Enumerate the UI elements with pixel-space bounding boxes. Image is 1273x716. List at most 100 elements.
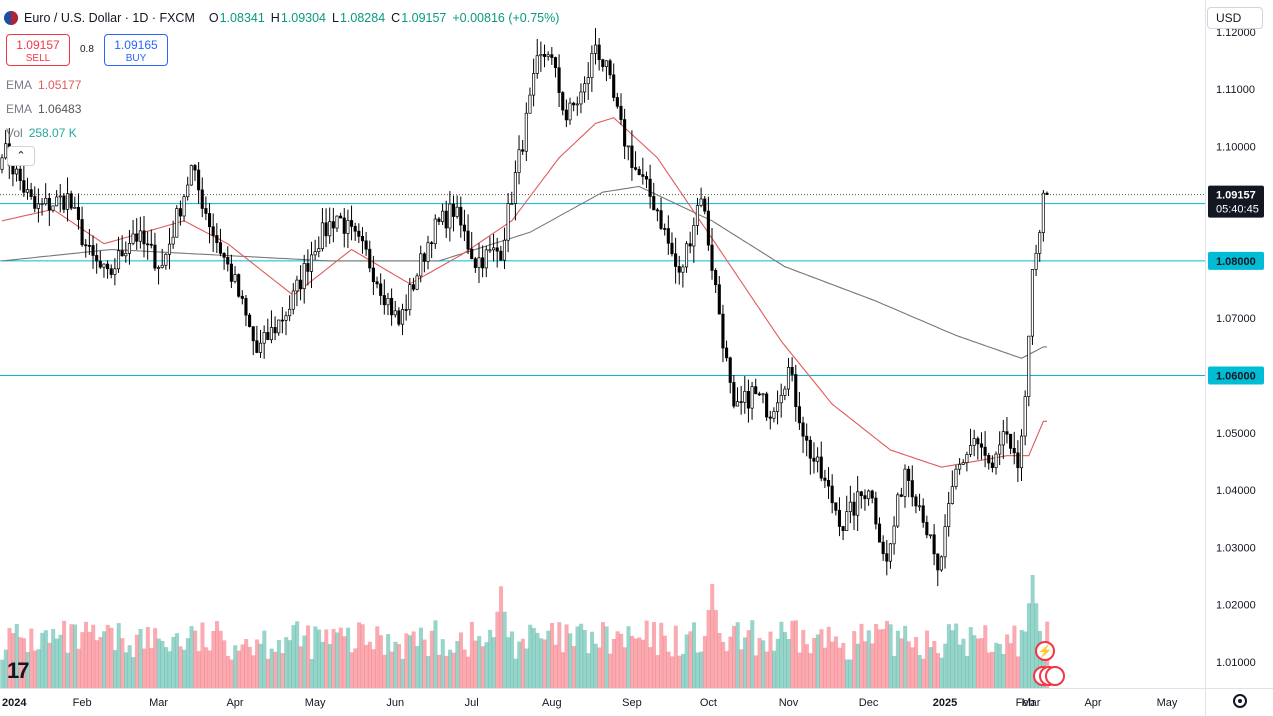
candle-body bbox=[62, 195, 66, 210]
volume-bar bbox=[185, 638, 190, 688]
candle-body bbox=[346, 220, 350, 234]
candle-body bbox=[215, 235, 219, 243]
candle-body bbox=[386, 298, 390, 306]
lightning-icon[interactable]: ⚡ bbox=[1035, 641, 1055, 661]
buy-label: BUY bbox=[125, 53, 147, 64]
candle-body bbox=[342, 217, 346, 234]
volume-bar bbox=[892, 655, 897, 688]
candle-body bbox=[269, 327, 273, 341]
volume-bar bbox=[338, 627, 343, 688]
volume-bar bbox=[488, 629, 493, 688]
chevron-up-icon[interactable]: ⌃ bbox=[7, 146, 35, 166]
symbol-header[interactable]: Euro / U.S. Dollar · 1D · FXCM O 1.08341 … bbox=[4, 9, 559, 27]
candle-body bbox=[248, 314, 252, 327]
volume-bar bbox=[793, 620, 798, 688]
volume-bar bbox=[917, 655, 922, 688]
volume-bar bbox=[458, 632, 464, 688]
candle-body bbox=[451, 203, 456, 217]
candle-body bbox=[816, 456, 820, 462]
volume-bar bbox=[393, 641, 398, 688]
volume-bar bbox=[51, 629, 56, 688]
candle-body bbox=[291, 290, 295, 310]
candle-body bbox=[830, 485, 834, 504]
volume-bar bbox=[397, 644, 402, 688]
indicator-volume[interactable]: Vol 258.07 K bbox=[6, 126, 77, 140]
volume-bar bbox=[990, 651, 995, 688]
candle-body bbox=[109, 268, 113, 275]
volume-bar bbox=[670, 656, 675, 688]
candle-body bbox=[524, 112, 528, 152]
candle-body bbox=[561, 92, 565, 111]
candle-body bbox=[288, 308, 292, 317]
candle-body bbox=[4, 143, 8, 159]
candle-body bbox=[786, 367, 791, 390]
candle-body bbox=[379, 283, 383, 296]
indicator-name: EMA bbox=[6, 78, 33, 92]
volume-bar bbox=[47, 642, 52, 688]
candle-body bbox=[583, 83, 587, 93]
candle-body bbox=[51, 205, 55, 211]
price-tick-label: 1.11000 bbox=[1216, 84, 1255, 96]
currency-selector[interactable]: USD bbox=[1207, 7, 1263, 29]
candle-body bbox=[360, 236, 365, 242]
ohlc-close-value: 1.09157 bbox=[401, 11, 447, 25]
volume-bar bbox=[1001, 653, 1006, 688]
volume-bar bbox=[83, 621, 88, 688]
candle-body bbox=[550, 54, 554, 58]
candle-body bbox=[69, 193, 73, 209]
candle-body bbox=[76, 206, 81, 220]
candle-body bbox=[674, 253, 678, 267]
indicator-ema-fast[interactable]: EMA 1.05177 bbox=[6, 78, 81, 92]
volume-bar bbox=[746, 630, 751, 688]
volume-bar bbox=[302, 635, 307, 688]
volume-bar bbox=[477, 636, 482, 688]
volume-bar bbox=[677, 655, 682, 688]
candle-body bbox=[921, 505, 925, 523]
volume-bar bbox=[375, 626, 380, 688]
indicator-ema-slow[interactable]: EMA 1.06483 bbox=[6, 102, 81, 116]
us-flag-icon[interactable] bbox=[1033, 666, 1067, 686]
candle-body bbox=[885, 553, 889, 562]
sell-button[interactable]: 1.09157 SELL bbox=[6, 34, 70, 66]
settings-gear-icon[interactable] bbox=[1233, 694, 1247, 708]
volume-bar bbox=[123, 652, 129, 688]
buy-button[interactable]: 1.09165 BUY bbox=[104, 34, 168, 66]
candle-body bbox=[907, 468, 911, 481]
volume-bar bbox=[233, 645, 238, 688]
candle-body bbox=[211, 226, 215, 236]
volume-bar bbox=[593, 643, 598, 688]
volume-bar bbox=[841, 642, 846, 688]
volume-bar bbox=[968, 627, 973, 688]
volume-bar bbox=[630, 635, 635, 688]
volume-bar bbox=[586, 653, 591, 688]
candle-body bbox=[801, 422, 805, 437]
candle-body bbox=[415, 275, 419, 290]
candle-body bbox=[426, 242, 430, 262]
volume-bar bbox=[535, 632, 540, 688]
symbol-title[interactable]: Euro / U.S. Dollar · 1D · FXCM bbox=[24, 11, 195, 25]
volume-bar bbox=[426, 656, 431, 688]
volume-bar bbox=[797, 652, 802, 688]
candle-body bbox=[659, 210, 663, 229]
candle-body bbox=[597, 44, 601, 61]
volume-bar bbox=[218, 630, 223, 688]
volume-bar bbox=[164, 647, 169, 688]
volume-bar bbox=[262, 630, 267, 688]
volume-bar bbox=[833, 636, 839, 688]
volume-bar bbox=[32, 650, 37, 688]
tradingview-logo-icon[interactable]: 17 bbox=[7, 658, 30, 683]
candle-body bbox=[309, 254, 314, 272]
volume-bar bbox=[874, 624, 879, 688]
volume-bar bbox=[76, 648, 81, 688]
volume-bar bbox=[98, 637, 103, 688]
current-price-badge bbox=[1208, 185, 1264, 218]
volume-bar bbox=[855, 643, 860, 688]
time-tick-label: Feb bbox=[1016, 697, 1035, 709]
candle-body bbox=[663, 228, 667, 230]
sell-label: SELL bbox=[25, 53, 51, 64]
volume-bar bbox=[389, 651, 394, 688]
volume-bar bbox=[466, 656, 471, 688]
volume-bar bbox=[688, 631, 693, 688]
volume-bar bbox=[710, 584, 715, 688]
